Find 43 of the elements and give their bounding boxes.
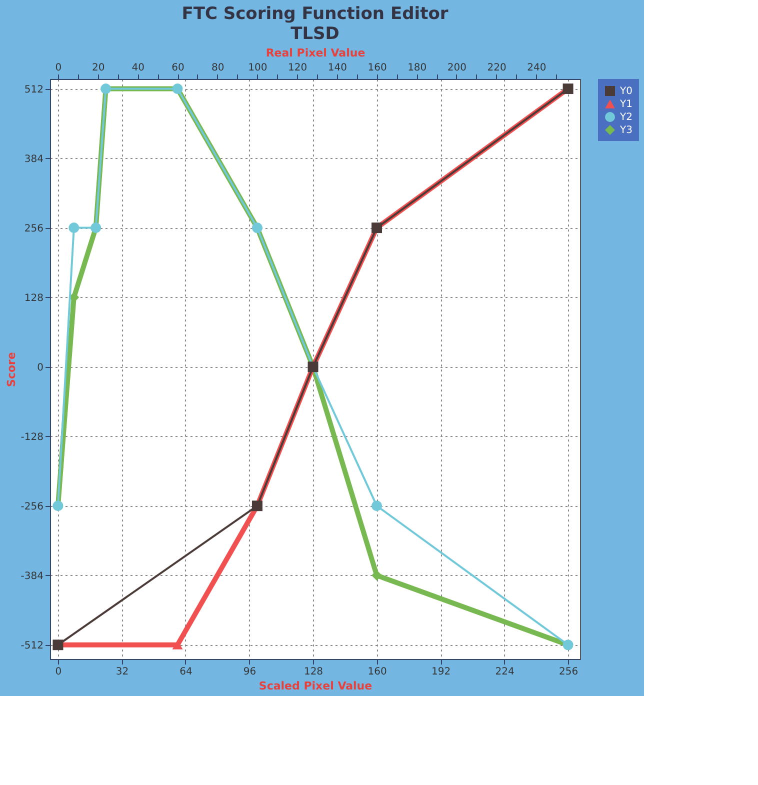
chart-title: FTC Scoring Function Editor <box>182 4 449 24</box>
x2-tick-label: 240 <box>527 62 546 74</box>
x-tick-label: 192 <box>431 666 451 678</box>
point <box>372 570 382 581</box>
chart-subtitle: TLSD <box>290 24 340 44</box>
legend-label: Y3 <box>619 125 632 136</box>
x-tick-label: 0 <box>55 666 62 678</box>
x2-tick-label: 80 <box>212 62 224 74</box>
x2-tick-label: 200 <box>447 62 467 74</box>
legend-label: Y2 <box>619 112 632 123</box>
x2-tick-label: 40 <box>132 62 145 74</box>
x-tick-label: 128 <box>304 666 324 678</box>
x2-tick-label: 140 <box>328 62 347 74</box>
y-tick-label: 0 <box>37 362 44 374</box>
point <box>68 222 80 234</box>
x-tick-label: 256 <box>559 666 578 678</box>
legend-label: Y0 <box>619 86 632 97</box>
x2-tick-label: 160 <box>368 62 387 74</box>
x-tick-label: 96 <box>243 666 256 678</box>
x-tick-label: 32 <box>116 666 129 678</box>
x2-tick-label: 180 <box>408 62 427 74</box>
x2-tick-label: 20 <box>92 62 105 74</box>
y-tick-label: -384 <box>20 570 44 582</box>
y-tick-label: -512 <box>20 640 44 652</box>
y-tick-label: -128 <box>20 432 44 443</box>
y-tick-label: 256 <box>24 223 44 234</box>
point <box>372 500 382 512</box>
x2-tick-label: 220 <box>487 62 506 74</box>
x-tick-label: 64 <box>180 666 192 678</box>
x2-tick-label: 120 <box>288 62 308 74</box>
x2-tick-label: 60 <box>172 62 184 74</box>
x2-tick-label: 100 <box>248 62 268 74</box>
y-tick-label: 128 <box>24 292 44 304</box>
x-tick-label: 160 <box>368 666 387 678</box>
x2-axis-title: Real Pixel Value <box>266 46 366 60</box>
y-axis-title: Score <box>4 352 18 387</box>
y-tick-label: -256 <box>20 501 44 512</box>
y-tick-label: 384 <box>24 154 44 165</box>
x-axis-title: Scaled Pixel Value <box>258 680 372 692</box>
y-tick-label: 512 <box>24 84 44 96</box>
legend-label: Y1 <box>619 99 632 110</box>
x2-tick-label: 0 <box>55 62 62 74</box>
x-tick-label: 224 <box>495 666 514 678</box>
